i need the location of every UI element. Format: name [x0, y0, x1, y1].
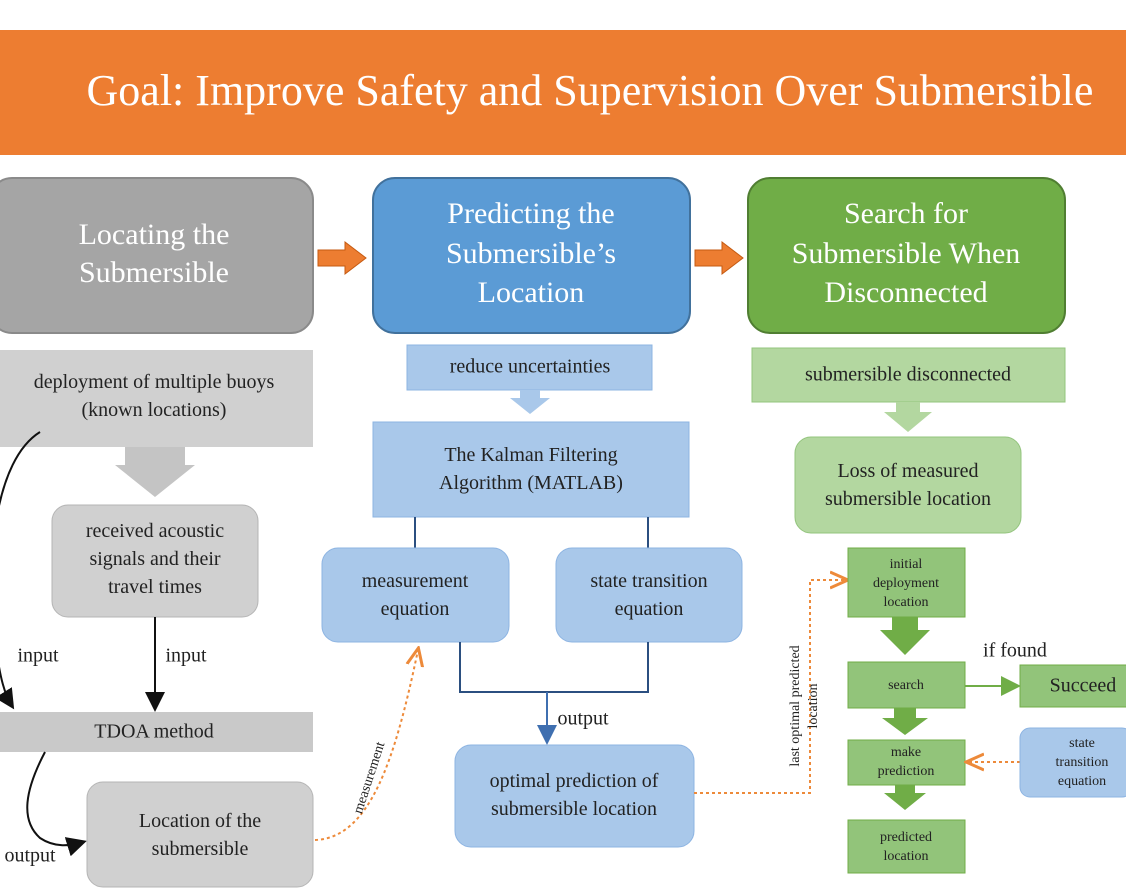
text-line: make [891, 745, 921, 760]
text-line: The Kalman Filtering [444, 444, 617, 466]
label: output [557, 708, 609, 730]
box-text: reduce uncertainties [450, 356, 611, 378]
text-line: equation [615, 598, 684, 620]
text-line: equation [1058, 774, 1106, 789]
box [751, 347, 1066, 403]
down-arrow [510, 390, 550, 414]
text-line: equation [381, 598, 450, 620]
text-line: deployment [873, 576, 939, 591]
label: input [17, 645, 59, 667]
box [86, 781, 314, 888]
box [454, 744, 695, 848]
box-text: optimal prediction of submersible locatio… [490, 770, 659, 820]
text-line: submersible [152, 838, 249, 860]
down-arrow [884, 402, 932, 432]
flow-arrow [317, 240, 367, 276]
text-line: optimal prediction of [490, 770, 659, 792]
text-line: Loss of measured [837, 460, 978, 482]
box-text: submersible disconnected [805, 364, 1011, 386]
box-text: received acoustic signals and their travel… [86, 520, 224, 598]
text-line: submersible location [491, 798, 657, 820]
connector [26, 751, 87, 857]
down-arrow [884, 785, 926, 810]
banner [0, 30, 1126, 155]
box-text: Location of the submersible [139, 810, 261, 860]
text-line: last optimal predicted [788, 645, 803, 766]
stage-box [372, 177, 691, 334]
down-arrow [115, 447, 195, 497]
label: input [165, 645, 207, 667]
text-line: signals and their [89, 548, 220, 570]
label: if found [983, 640, 1047, 662]
box [321, 547, 510, 643]
box [372, 421, 690, 518]
box [0, 350, 313, 447]
label: output [4, 845, 56, 867]
text-line: Submersible [79, 256, 229, 289]
label: last optimal predicted location [788, 645, 821, 766]
box [1019, 664, 1126, 708]
box-text: Succeed [1050, 675, 1117, 697]
box-text: state transition equation [1056, 736, 1109, 789]
text-line: Submersible’s [446, 237, 616, 270]
text-line: transition [1056, 755, 1109, 770]
stage-title: Predicting the Submersible’s Location [446, 197, 616, 309]
connector [314, 650, 418, 841]
text-line: Locating the [79, 218, 230, 251]
box [0, 712, 313, 752]
connector [0, 431, 41, 710]
stage-title: Search for Submersible When Disconnected [792, 197, 1021, 309]
box [794, 436, 1022, 534]
box-text: deployment of multiple buoys (known locat… [34, 371, 275, 421]
text-line: location [883, 595, 928, 610]
box-text: measurement equation [362, 570, 469, 620]
text-line: received acoustic [86, 520, 224, 542]
box [847, 547, 966, 618]
text-line: state [1069, 736, 1095, 751]
text-line: deployment of multiple buoys [34, 371, 275, 393]
box-text: TDOA method [94, 721, 213, 743]
text-line: prediction [878, 764, 935, 779]
box [406, 344, 653, 391]
stage-box [747, 177, 1066, 334]
text-line: Search for [844, 197, 968, 230]
stage-title: Locating the Submersible [79, 218, 230, 289]
text-line: Algorithm (MATLAB) [439, 472, 623, 494]
stage-box [0, 177, 314, 334]
text-line: travel times [108, 576, 202, 598]
text-line: submersible location [825, 488, 991, 510]
text-line: Predicting the [447, 197, 614, 230]
text-line: location [806, 683, 821, 728]
box-text: predicted location [880, 830, 932, 864]
text-line: predicted [880, 830, 932, 845]
connector [459, 642, 649, 693]
box-text: make prediction [878, 745, 935, 779]
text-line: location [883, 849, 928, 864]
text-line: measurement [362, 570, 469, 592]
box [847, 819, 966, 874]
box [847, 739, 966, 786]
box [555, 547, 743, 643]
text-line: Location [478, 276, 585, 309]
text-line: Location of the [139, 810, 261, 832]
box [1019, 727, 1126, 798]
text-line: Submersible When [792, 237, 1021, 270]
down-arrow [882, 708, 928, 735]
text-line: Disconnected [824, 276, 987, 309]
box-text: Loss of measured submersible location [825, 460, 991, 510]
flow-arrow [694, 240, 744, 276]
box-text: The Kalman Filtering Algorithm (MATLAB) [439, 444, 623, 494]
title: Goal: Improve Safety and Supervision Ove… [87, 66, 1094, 115]
connector [694, 580, 846, 794]
down-arrow [880, 617, 930, 655]
box-text: initial deployment location [873, 557, 939, 610]
text-line: (known locations) [82, 399, 227, 421]
text-line: initial [890, 557, 923, 572]
text-line: state transition [590, 570, 707, 592]
box-text: search [888, 678, 924, 693]
box-text: state transition equation [590, 570, 707, 620]
